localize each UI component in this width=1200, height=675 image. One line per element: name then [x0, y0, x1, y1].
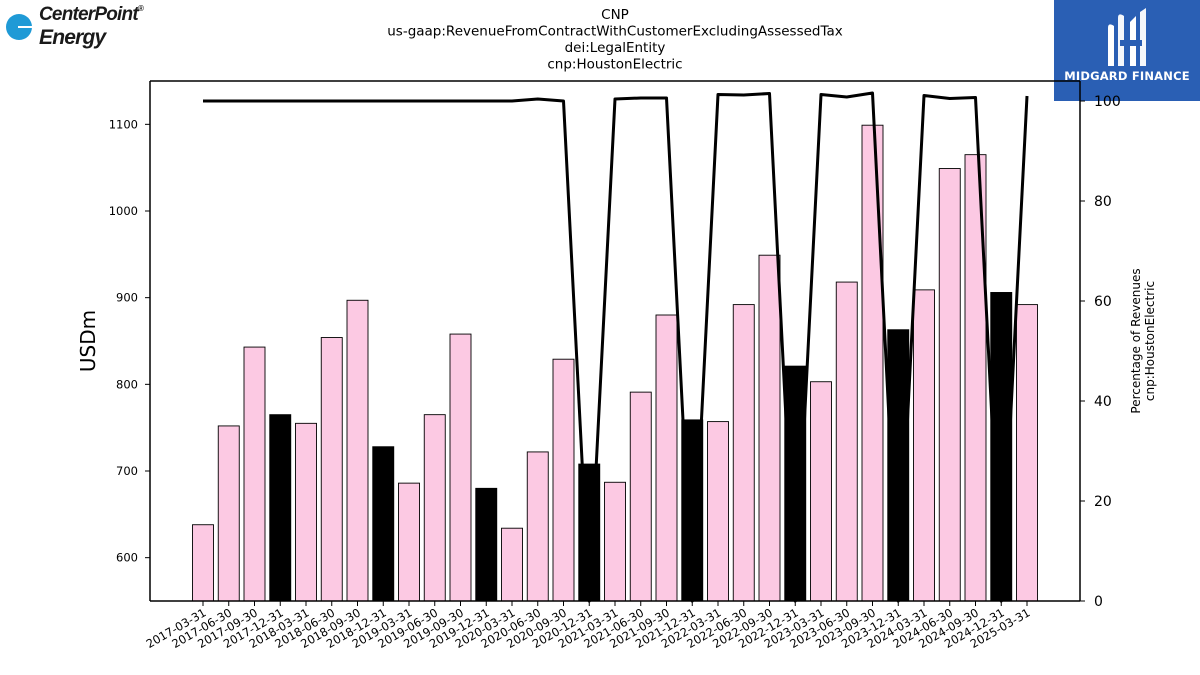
bar-2017-12-31 [269, 414, 292, 602]
bar-2020-06-30 [526, 451, 549, 602]
bar-2020-09-30 [552, 358, 575, 602]
y-tick-label: 700 [116, 464, 138, 478]
bar-2017-03-31 [192, 524, 214, 602]
bar-2017-06-30 [217, 425, 240, 602]
bar-2023-09-30 [861, 124, 884, 602]
chart-title-line-1: CNP [601, 7, 629, 23]
bar-2018-06-30 [320, 337, 343, 602]
bar-2018-03-31 [295, 422, 317, 602]
centerpoint-energy-logo: CenterPoint® Energy [6, 4, 146, 56]
centerpoint-logo-text-line2: Energy [39, 26, 106, 49]
centerpoint-swoosh-icon [18, 26, 58, 28]
bar-2021-06-30 [629, 391, 652, 602]
y-tick-label: 900 [116, 291, 138, 305]
bar-2024-03-31 [913, 289, 935, 602]
y2-tick-label: 40 [1094, 394, 1112, 410]
bar-2019-12-31 [475, 487, 498, 602]
y-axis-label: USDm [76, 310, 100, 372]
y-tick-label: 800 [116, 377, 138, 391]
registered-mark: ® [137, 4, 144, 13]
centerpoint-logo-text-line1: CenterPoint® [39, 4, 144, 25]
bars-layer [192, 124, 1038, 602]
percentage-line [203, 91, 1029, 603]
bar-2023-03-31 [810, 381, 832, 602]
y2-tick-label: 0 [1094, 594, 1103, 610]
bar-2018-09-30 [346, 299, 369, 602]
bar-2019-03-31 [398, 482, 420, 602]
midgard-finance-text: MIDGARD FINANCE [1064, 69, 1190, 83]
y-tick-label: 1100 [109, 117, 138, 131]
bar-2025-03-31 [1016, 304, 1038, 602]
bar-2022-03-31 [707, 421, 729, 602]
bar-2017-09-30 [243, 346, 266, 602]
chart-title-line-4: cnp:HoustonElectric [547, 57, 682, 73]
y2-axis-label-line-1: Percentage of Revenues [1129, 268, 1143, 413]
bar-2021-09-30 [655, 314, 678, 602]
y2-tick-label: 100 [1094, 94, 1121, 110]
midgard-finance-logo: MIDGARD FINANCE [1054, 0, 1200, 101]
bar-2022-06-30 [732, 304, 755, 602]
y2-tick-label: 20 [1094, 494, 1112, 510]
chart-title: CNPus-gaap:RevenueFromContractWithCustom… [387, 7, 843, 73]
bar-2018-12-31 [372, 446, 395, 602]
y-tick-label: 1000 [109, 204, 138, 218]
chart-title-line-2: us-gaap:RevenueFromContractWithCustomerE… [387, 24, 843, 40]
axes-layer: 600700800900100011000204060801002017-03-… [76, 80, 1157, 651]
bar-2024-06-30 [938, 168, 961, 602]
y2-axis-label-line-2: cnp:HoustonElectric [1143, 281, 1157, 401]
bar-2022-09-30 [758, 254, 781, 602]
y2-tick-label: 80 [1094, 194, 1112, 210]
bar-2021-03-31 [604, 481, 626, 602]
bar-2019-06-30 [423, 414, 446, 602]
bar-2019-09-30 [449, 333, 472, 602]
midgard-m-icon [1108, 8, 1146, 66]
chart-title-line-3: dei:LegalEntity [565, 40, 666, 56]
y2-tick-label: 60 [1094, 294, 1112, 310]
line-layer [203, 91, 1029, 603]
y-tick-label: 600 [116, 551, 138, 565]
bar-2023-06-30 [835, 281, 858, 602]
bar-2020-03-31 [501, 527, 523, 602]
